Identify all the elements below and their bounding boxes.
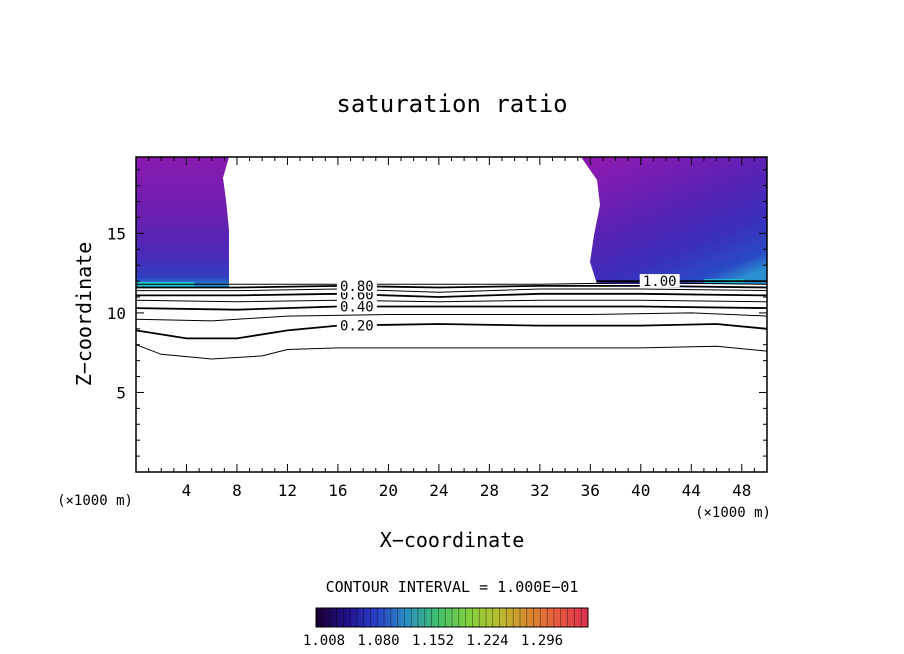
right-saturated-region: [581, 157, 767, 284]
colorbar-tick-labels: 1.008 1.080 1.152 1.224 1.296: [303, 633, 563, 649]
colorbar-dividers: [322, 608, 582, 627]
y-tick-label: 10: [107, 304, 126, 323]
y-ticks: 5 10 15: [107, 169, 767, 457]
colorbar-tick-label: 1.296: [521, 633, 563, 649]
colorbar-tick-label: 1.080: [357, 633, 399, 649]
y-tick-label: 15: [107, 224, 126, 243]
contour-line: [135, 305, 768, 311]
contour-label: 1.00: [643, 274, 677, 290]
x-tick-label: 28: [480, 481, 499, 500]
contour-line: [135, 344, 768, 360]
contour-label-mask: [336, 299, 377, 313]
x-tick-label: 44: [682, 481, 701, 500]
colorbar: 1.008 1.080 1.152 1.224 1.296: [303, 607, 589, 649]
x-tick-label: 20: [379, 481, 398, 500]
contour-labels: 0.200.400.600.80 1.00: [336, 274, 680, 334]
x-axis-label: X−coordinate: [380, 528, 525, 552]
colorbar-tick-label: 1.152: [412, 633, 454, 649]
contour-interval-text: CONTOUR INTERVAL = 1.000E−01: [326, 578, 579, 596]
contour-label: 0.80: [340, 279, 374, 295]
z-unit-label: (×1000 m): [57, 493, 133, 509]
x-tick-label: 40: [631, 481, 650, 500]
x-tick-label: 32: [530, 481, 549, 500]
x-tick-label: 8: [232, 481, 242, 500]
contour-label-mask: [639, 274, 680, 288]
left-saturated-region: [136, 157, 229, 288]
contour-label-mask: [336, 318, 377, 332]
contour-label-mask: [336, 279, 377, 293]
x-unit-label: (×1000 m): [695, 505, 771, 521]
x-tick-label: 36: [581, 481, 600, 500]
chart-title: saturation ratio: [336, 90, 567, 118]
colorbar-tick-label: 1.008: [303, 633, 345, 649]
x-tick-label: 24: [429, 481, 448, 500]
contour-lines: [135, 280, 768, 360]
contour-line: [135, 299, 768, 303]
contour-line: [136, 288, 768, 293]
y-axis-label: Z−coordinate: [72, 242, 96, 387]
x-tick-label: 48: [732, 481, 751, 500]
plot-area: 0.200.400.600.80 1.00 4 8 12 16 20 24 28 32 36 40 4…: [107, 156, 768, 500]
x-tick-label: 16: [328, 481, 347, 500]
y-tick-label: 5: [116, 383, 126, 402]
colorbar-frame: [315, 607, 589, 628]
x-tick-label: 4: [182, 481, 192, 500]
contour-line: [136, 292, 768, 298]
x-tick-label: 12: [278, 481, 297, 500]
colorbar-tick-label: 1.224: [466, 633, 508, 649]
x-ticks: 4 8 12 16 20 24 28 32 36 40 44 48: [148, 157, 755, 500]
contour-label: 0.40: [340, 300, 374, 316]
contour-line: [135, 312, 768, 322]
contour-line: [135, 323, 768, 340]
contour-label: 0.20: [340, 318, 374, 334]
